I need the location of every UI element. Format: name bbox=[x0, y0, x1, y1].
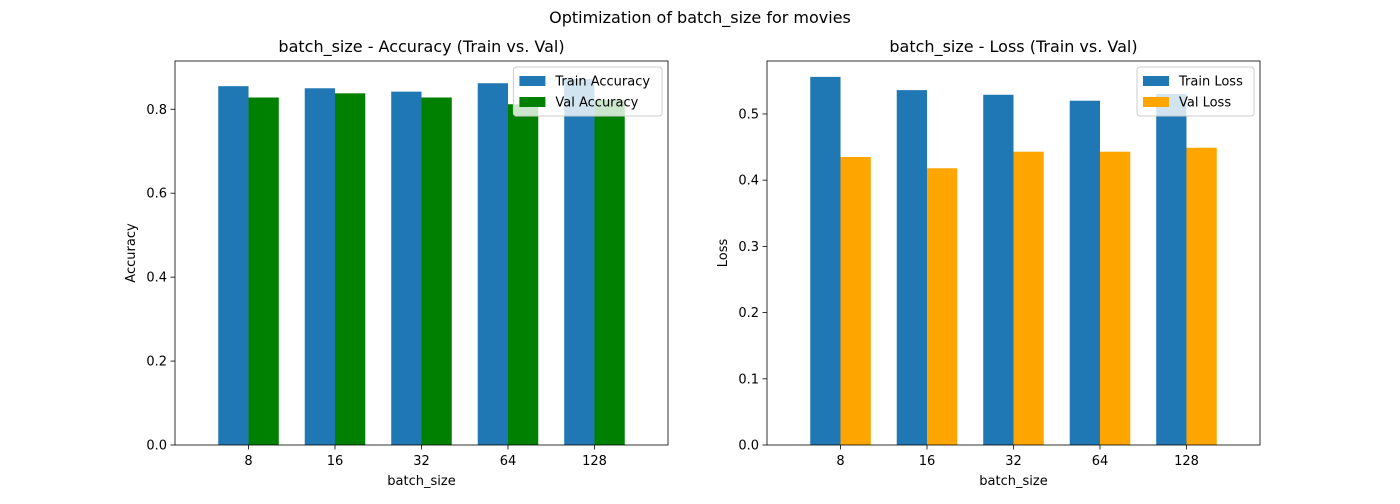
loss-xtick-label-8: 8 bbox=[836, 454, 844, 469]
accuracy-ytick-label-0-4: 0.4 bbox=[146, 271, 167, 286]
loss-legend-label-val-loss: Val Loss bbox=[1179, 96, 1231, 111]
loss-bar-val-loss-64 bbox=[1099, 151, 1131, 446]
loss-xtick-label-128: 128 bbox=[1174, 454, 1199, 469]
loss-bar-train-loss-64 bbox=[1069, 100, 1100, 446]
loss-bar-val-loss-8 bbox=[840, 157, 871, 445]
accuracy-bar-train-accuracy-8 bbox=[218, 86, 249, 445]
loss-xtick-label-64: 64 bbox=[1092, 454, 1109, 469]
accuracy-ytick-label-0-0: 0.0 bbox=[146, 439, 167, 454]
loss-ytick-label-0-0: 0.0 bbox=[738, 439, 759, 454]
loss-bar-val-loss-128 bbox=[1186, 147, 1217, 446]
loss-ytick-label-0-2: 0.2 bbox=[738, 306, 759, 321]
loss-bar-train-loss-32 bbox=[983, 94, 1014, 446]
accuracy-bar-val-accuracy-32 bbox=[421, 97, 452, 445]
loss-panel: 8 16 32 64 128 0.0 0.1 0.2 0.3 0.4 0.5 batch_size -… bbox=[716, 37, 1261, 489]
accuracy-legend-box bbox=[512, 66, 663, 117]
loss-ytick-label-0-3: 0.3 bbox=[738, 240, 759, 255]
accuracy-bar-val-accuracy-8 bbox=[248, 97, 279, 445]
accuracy-legend-label-val-accuracy: Val Accuracy bbox=[555, 96, 638, 111]
accuracy-y-axis-label: Accuracy bbox=[124, 223, 139, 283]
accuracy-panel: 8 16 32 64 128 0.0 0.2 0.4 0.6 0.8 batch_size - Ac… bbox=[124, 37, 669, 489]
accuracy-bar-train-accuracy-64 bbox=[477, 83, 508, 446]
accuracy-xtick-label-16: 16 bbox=[327, 454, 344, 469]
loss-legend-swatch-train-loss bbox=[1143, 76, 1169, 86]
figure-suptitle: Optimization of batch_size for movies bbox=[549, 8, 851, 28]
accuracy-bar-val-accuracy-16 bbox=[335, 93, 366, 445]
loss-xtick-label-32: 32 bbox=[1005, 454, 1022, 469]
accuracy-bar-train-accuracy-32 bbox=[391, 91, 422, 446]
accuracy-xtick-label-32: 32 bbox=[413, 454, 430, 469]
loss-chart-title: batch_size - Loss (Train vs. Val) bbox=[889, 37, 1137, 57]
accuracy-bar-val-accuracy-64 bbox=[507, 104, 539, 445]
accuracy-chart-title: batch_size - Accuracy (Train vs. Val) bbox=[278, 37, 564, 57]
accuracy-legend-swatch-train-accuracy bbox=[519, 76, 546, 86]
accuracy-ytick-label-0-2: 0.2 bbox=[146, 355, 167, 370]
loss-ytick-label-0-1: 0.1 bbox=[738, 372, 759, 387]
accuracy-x-axis-label: batch_size bbox=[387, 474, 455, 489]
accuracy-xtick-label-8: 8 bbox=[244, 454, 252, 469]
loss-bar-train-loss-128 bbox=[1156, 94, 1187, 445]
accuracy-legend-swatch-val-accuracy bbox=[519, 97, 546, 107]
loss-legend-swatch-val-loss bbox=[1143, 97, 1169, 107]
loss-x-axis-label: batch_size bbox=[979, 474, 1047, 489]
accuracy-bar-train-accuracy-16 bbox=[304, 88, 336, 445]
loss-bar-train-loss-16 bbox=[896, 90, 928, 445]
loss-y-axis-label: Loss bbox=[716, 239, 731, 268]
accuracy-xtick-label-128: 128 bbox=[582, 454, 607, 469]
loss-bar-train-loss-8 bbox=[810, 76, 841, 446]
loss-bar-val-loss-32 bbox=[1013, 151, 1044, 446]
loss-ytick-label-0-4: 0.4 bbox=[738, 174, 759, 189]
accuracy-bar-val-accuracy-128 bbox=[594, 100, 625, 445]
accuracy-ytick-label-0-6: 0.6 bbox=[146, 187, 167, 202]
loss-bar-val-loss-16 bbox=[927, 168, 958, 445]
loss-xtick-label-16: 16 bbox=[919, 454, 936, 469]
loss-ytick-label-0-5: 0.5 bbox=[738, 107, 759, 122]
accuracy-xtick-label-64: 64 bbox=[500, 454, 517, 469]
accuracy-ytick-label-0-8: 0.8 bbox=[146, 103, 167, 118]
loss-legend-label-train-loss: Train Loss bbox=[1178, 75, 1243, 90]
accuracy-legend-label-train-accuracy: Train Accuracy bbox=[554, 75, 650, 90]
accuracy-bar-train-accuracy-128 bbox=[564, 79, 595, 445]
